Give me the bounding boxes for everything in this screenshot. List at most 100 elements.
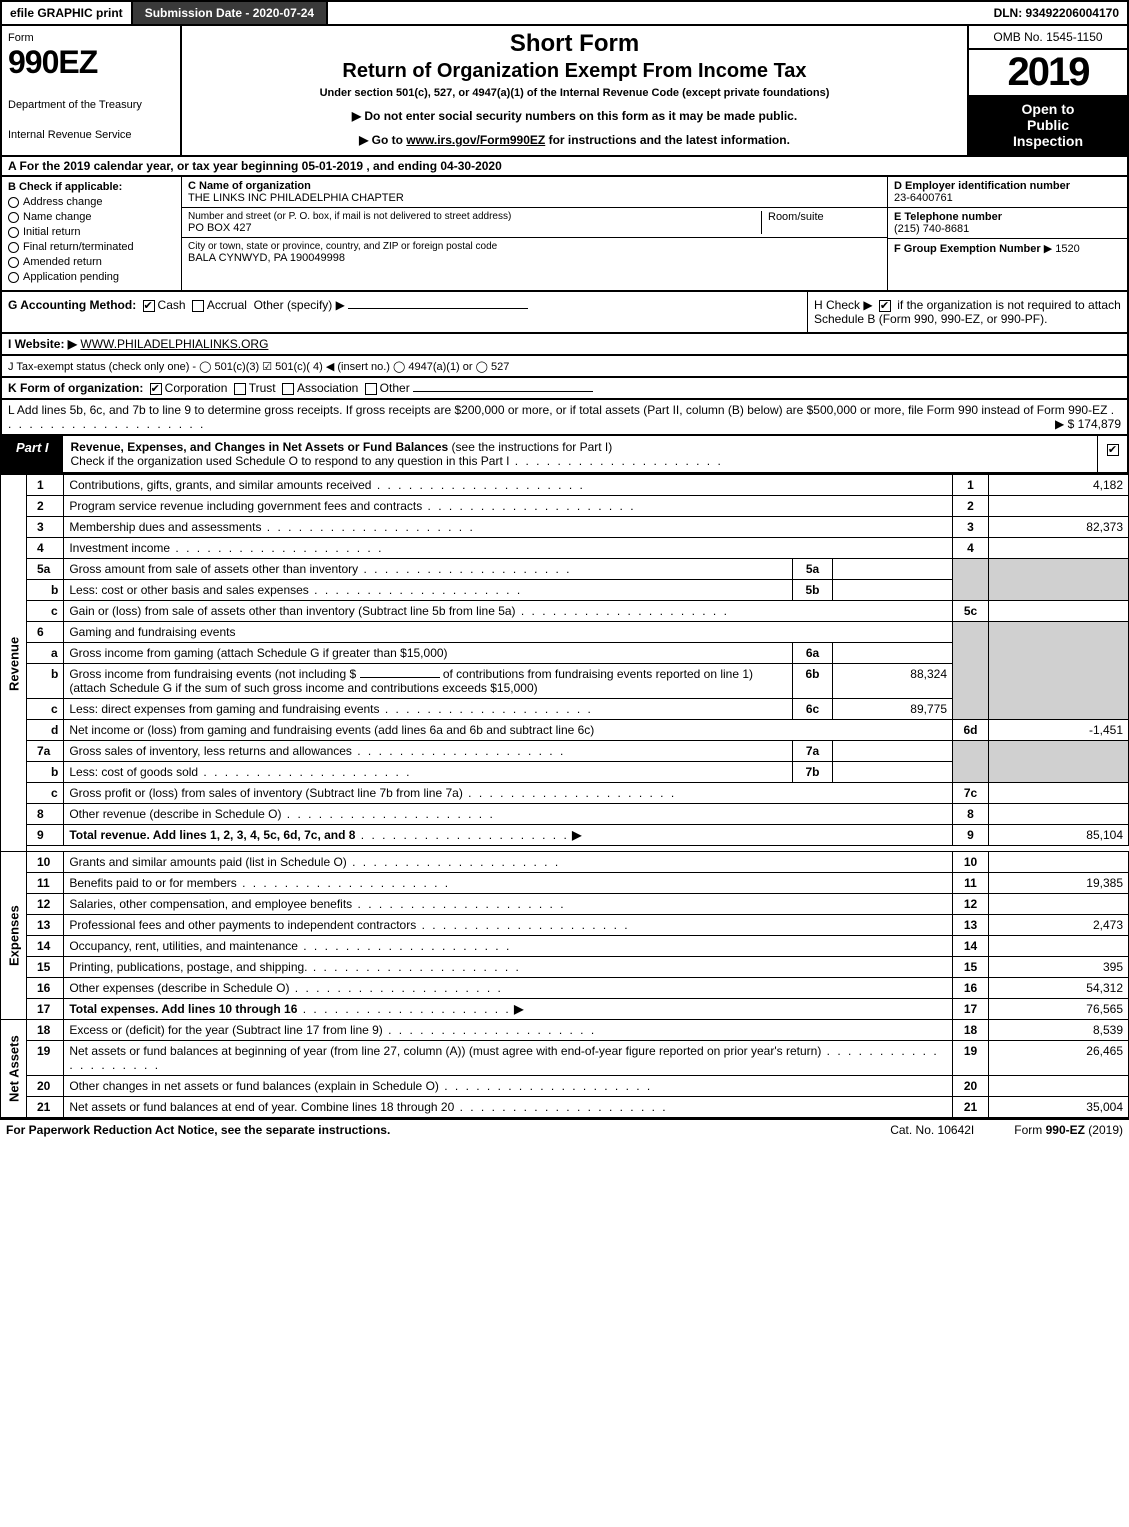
line-desc: Other changes in net assets or fund bala… [64,1076,953,1097]
efile-print-label[interactable]: efile GRAPHIC print [2,2,133,24]
line-num: 16 [27,978,64,999]
g-label: G Accounting Method: [8,298,136,312]
line-rnum: 15 [953,957,989,978]
j-tax-exempt-row: J Tax-exempt status (check only one) - ◯… [0,356,1129,378]
group-exemption-label: F Group Exemption Number [894,243,1041,255]
line-value: 19,385 [989,873,1129,894]
l-gross-receipts-row: L Add lines 5b, 6c, and 7b to line 9 to … [0,400,1129,436]
shaded-cell [989,741,1129,783]
line-num: 12 [27,894,64,915]
line-desc: Net assets or fund balances at end of ye… [64,1097,953,1118]
chk-amended-return[interactable]: Amended return [8,256,175,268]
line-desc: Total expenses. Add lines 10 through 16 … [64,999,953,1020]
chk-accrual[interactable] [192,300,204,312]
chk-label: Address change [23,196,103,208]
chk-initial-return[interactable]: Initial return [8,226,175,238]
l-text: L Add lines 5b, 6c, and 7b to line 9 to … [8,403,1107,417]
form-word: Form [8,32,174,44]
line-rnum: 12 [953,894,989,915]
mini-num: 6a [793,643,833,664]
line-desc: Total revenue. Add lines 1, 2, 3, 4, 5c,… [64,825,953,846]
other-org-input[interactable] [413,391,593,392]
contrib-blank[interactable] [360,677,440,678]
form-number: 990EZ [8,44,174,81]
org-name-value: THE LINKS INC PHILADELPHIA CHAPTER [188,192,881,204]
line-num: c [27,699,64,720]
i-website-row: I Website: ▶ WWW.PHILADELPHIALINKS.ORG [0,334,1129,356]
line-value: 395 [989,957,1129,978]
mini-val: 89,775 [833,699,953,720]
line-rnum: 4 [953,538,989,559]
room-label: Room/suite [768,211,824,223]
chk-schedule-b[interactable] [879,300,891,312]
k-label: K Form of organization: [8,381,143,395]
line-num: 8 [27,804,64,825]
line-desc: Less: cost or other basis and sales expe… [64,580,793,601]
open-line2: Public [973,117,1123,133]
other-label: Other (specify) ▶ [254,298,345,312]
page-footer: For Paperwork Reduction Act Notice, see … [0,1118,1129,1140]
section-a-tax-year: A For the 2019 calendar year, or tax yea… [0,157,1129,177]
line-desc: Occupancy, rent, utilities, and maintena… [64,936,953,957]
city-label: City or town, state or province, country… [188,241,881,252]
chk-trust[interactable] [234,383,246,395]
part1-schedule-o-check[interactable] [1097,436,1127,472]
website-link[interactable]: WWW.PHILADELPHIALINKS.ORG [80,337,268,351]
chk-corporation[interactable] [150,383,162,395]
line-desc: Contributions, gifts, grants, and simila… [64,475,953,496]
line-value: 85,104 [989,825,1129,846]
shaded-cell [989,559,1129,601]
chk-address-change[interactable]: Address change [8,196,175,208]
part1-tab: Part I [2,436,63,472]
chk-other-org[interactable] [365,383,377,395]
line-rnum: 1 [953,475,989,496]
line-rnum: 8 [953,804,989,825]
line-num: 15 [27,957,64,978]
line-value: 8,539 [989,1020,1129,1041]
line-value: 54,312 [989,978,1129,999]
irs-link[interactable]: www.irs.gov/Form990EZ [406,133,545,147]
goto-line: ▶ Go to www.irs.gov/Form990EZ for instru… [192,133,957,147]
line-num: 10 [27,852,64,873]
tel-value: (215) 740-8681 [894,223,969,235]
line-value [989,894,1129,915]
omb-number: OMB No. 1545-1150 [969,26,1127,50]
chk-final-return[interactable]: Final return/terminated [8,241,175,253]
shaded-cell [953,622,989,720]
chk-cash[interactable] [143,300,155,312]
line-desc: Net income or (loss) from gaming and fun… [64,720,953,741]
dln-label: DLN: 93492206004170 [986,2,1127,24]
group-exemption-value: ▶ 1520 [1044,243,1080,255]
line-rnum: 16 [953,978,989,999]
checkbox-icon [8,227,19,238]
column-def: D Employer identification number 23-6400… [887,177,1127,290]
line-rnum: 6d [953,720,989,741]
other-specify-input[interactable] [348,308,528,309]
chk-name-change[interactable]: Name change [8,211,175,223]
chk-application-pending[interactable]: Application pending [8,271,175,283]
i-label: I Website: ▶ [8,337,77,351]
line-rnum: 17 [953,999,989,1020]
part1-table: Revenue 1 Contributions, gifts, grants, … [0,474,1129,1118]
form-header: Form 990EZ Department of the Treasury In… [0,26,1129,157]
line-num: 3 [27,517,64,538]
submission-date: Submission Date - 2020-07-24 [133,2,328,24]
line-desc: Other revenue (describe in Schedule O) [64,804,953,825]
line-desc: Gain or (loss) from sale of assets other… [64,601,953,622]
city-value: BALA CYNWYD, PA 190049998 [188,252,881,264]
mini-val: 88,324 [833,664,953,699]
line-value: 4,182 [989,475,1129,496]
netassets-side-label: Net Assets [1,1020,27,1118]
chk-association[interactable] [282,383,294,395]
h-check: H Check ▶ if the organization is not req… [807,292,1127,332]
corp-label: Corporation [165,381,228,395]
line-value [989,852,1129,873]
line-desc: Gross profit or (loss) from sales of inv… [64,783,953,804]
line-rnum: 2 [953,496,989,517]
line-value: -1,451 [989,720,1129,741]
checkbox-icon [8,272,19,283]
mini-num: 5a [793,559,833,580]
goto-post: for instructions and the latest informat… [545,133,790,147]
street-value: PO BOX 427 [188,222,761,234]
line-desc: Benefits paid to or for members [64,873,953,894]
